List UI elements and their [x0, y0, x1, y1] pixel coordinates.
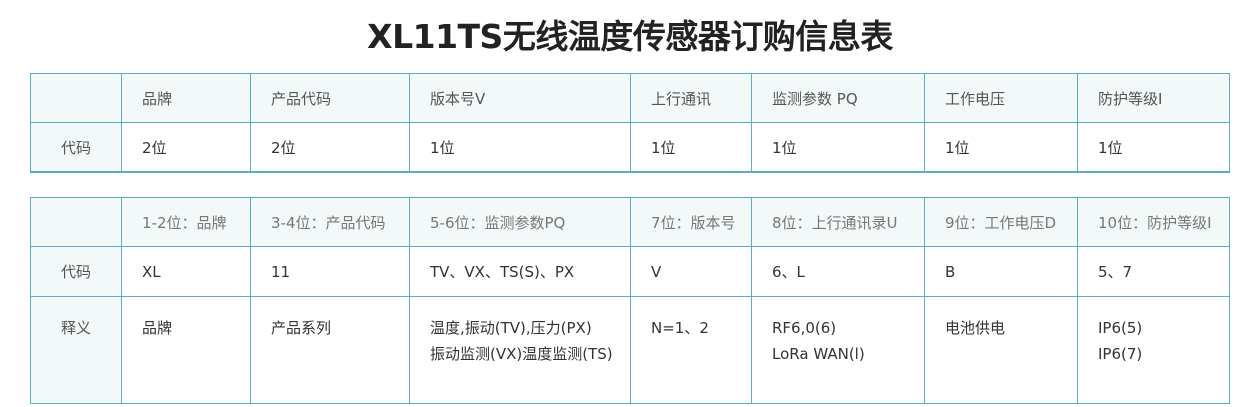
meaning-line: 电池供电	[945, 319, 1006, 337]
meaning-line: 产品系列	[271, 319, 332, 337]
meaning-cell: 温度,振动(TV),压力(PX) 振动监测(VX)温度监测(TS)	[409, 296, 631, 404]
header-cell: 品牌	[121, 73, 251, 123]
header-cell: 9位：工作电压D	[924, 197, 1078, 247]
header-cell: 5-6位：监测参数PQ	[409, 197, 631, 247]
header-cell: 上行通讯	[630, 73, 752, 123]
header-cell: 防护等级I	[1077, 73, 1230, 123]
data-cell: 1位	[409, 122, 631, 173]
header-cell: 7位：版本号	[630, 197, 752, 247]
code-cell: XL	[121, 246, 251, 297]
code-cell: 5、7	[1077, 246, 1230, 297]
meaning-line: 振动监测(VX)温度监测(TS)	[430, 345, 613, 363]
data-cell: 2位	[121, 122, 251, 173]
meaning-cell: 产品系列	[250, 296, 410, 404]
meaning-line: 品牌	[142, 319, 173, 337]
header-cell	[30, 73, 122, 123]
meaning-line: RF6,0(6)	[772, 319, 837, 337]
code-cell: 6、L	[751, 246, 925, 297]
header-cell: 10位：防护等级I	[1077, 197, 1230, 247]
digit-count-table: 品牌 产品代码 版本号V 上行通讯 监测参数 PQ 工作电压 防护等级I 代码 2位 2位 1位 1…	[30, 73, 1230, 173]
header-cell: 版本号V	[409, 73, 631, 123]
header-cell: 8位：上行通讯录U	[751, 197, 925, 247]
meaning-cell: N=1、2	[630, 296, 752, 404]
header-cell: 1-2位：品牌	[121, 197, 251, 247]
meaning-line: 温度,振动(TV),压力(PX)	[430, 319, 592, 337]
header-cell: 监测参数 PQ	[751, 73, 925, 123]
code-cell: B	[924, 246, 1078, 297]
meaning-line: LoRa WAN(l)	[772, 345, 865, 363]
data-cell: 2位	[250, 122, 410, 173]
code-cell: TV、VX、TS(S)、PX	[409, 246, 631, 297]
header-cell	[30, 197, 122, 247]
code-meaning-table: 1-2位：品牌 3-4位：产品代码 5-6位：监测参数PQ 7位：版本号 8位：上行通讯…	[30, 197, 1230, 404]
row-label: 代码	[30, 122, 122, 173]
row-label: 释义	[30, 296, 122, 404]
meaning-line: IP6(7)	[1098, 345, 1143, 363]
data-cell: 1位	[751, 122, 925, 173]
code-cell: 11	[250, 246, 410, 297]
header-cell: 工作电压	[924, 73, 1078, 123]
data-cell: 1位	[630, 122, 752, 173]
meaning-line: N=1、2	[651, 319, 709, 337]
meaning-cell: 电池供电	[924, 296, 1078, 404]
meaning-cell: 品牌	[121, 296, 251, 404]
header-cell: 3-4位：产品代码	[250, 197, 410, 247]
row-label: 代码	[30, 246, 122, 297]
page-title: XL11TS无线温度传感器订购信息表	[367, 17, 893, 56]
meaning-cell: IP6(5) IP6(7)	[1077, 296, 1230, 404]
meaning-cell: RF6,0(6) LoRa WAN(l)	[751, 296, 925, 404]
meaning-line: IP6(5)	[1098, 319, 1143, 337]
code-cell: V	[630, 246, 752, 297]
data-cell: 1位	[924, 122, 1078, 173]
header-cell: 产品代码	[250, 73, 410, 123]
data-cell: 1位	[1077, 122, 1230, 173]
